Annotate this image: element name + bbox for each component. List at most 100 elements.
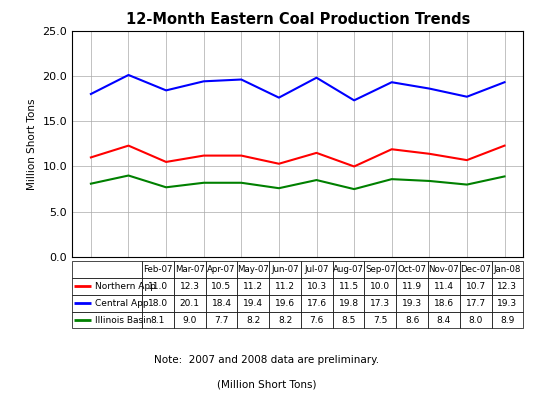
Text: 19.4: 19.4 — [244, 299, 263, 308]
Text: 20.1: 20.1 — [180, 299, 200, 308]
Bar — [364, 295, 396, 312]
Text: 18.0: 18.0 — [148, 299, 168, 308]
Text: Northern App: Northern App — [95, 282, 155, 291]
Text: 11.2: 11.2 — [275, 282, 295, 291]
Bar — [142, 278, 174, 295]
Bar — [72, 261, 142, 278]
Bar — [396, 278, 428, 295]
Bar — [72, 278, 142, 295]
Bar — [364, 261, 396, 278]
Text: 8.4: 8.4 — [437, 315, 451, 324]
Bar — [72, 312, 142, 328]
Text: 19.6: 19.6 — [275, 299, 295, 308]
Text: Aug-07: Aug-07 — [333, 265, 364, 274]
Text: May-07: May-07 — [237, 265, 269, 274]
Bar — [491, 278, 523, 295]
Text: 11.0: 11.0 — [148, 282, 168, 291]
Text: 10.3: 10.3 — [307, 282, 327, 291]
Text: 8.9: 8.9 — [500, 315, 515, 324]
Bar — [206, 261, 237, 278]
Bar — [460, 312, 491, 328]
Bar — [206, 295, 237, 312]
Bar — [491, 295, 523, 312]
Bar — [491, 261, 523, 278]
Bar — [460, 261, 491, 278]
Text: Note:  2007 and 2008 data are preliminary.: Note: 2007 and 2008 data are preliminary… — [154, 355, 380, 365]
Text: 17.6: 17.6 — [307, 299, 327, 308]
Text: 11.9: 11.9 — [402, 282, 422, 291]
Bar — [206, 312, 237, 328]
Bar — [142, 261, 174, 278]
Text: 7.5: 7.5 — [373, 315, 388, 324]
Bar — [364, 278, 396, 295]
Text: (Million Short Tons): (Million Short Tons) — [217, 379, 317, 390]
Bar — [142, 312, 174, 328]
Text: 8.2: 8.2 — [246, 315, 261, 324]
Text: 10.7: 10.7 — [466, 282, 486, 291]
Text: 8.6: 8.6 — [405, 315, 419, 324]
Text: 11.2: 11.2 — [244, 282, 263, 291]
Text: Central App: Central App — [95, 299, 148, 308]
Text: Apr-07: Apr-07 — [207, 265, 235, 274]
Title: 12-Month Eastern Coal Production Trends: 12-Month Eastern Coal Production Trends — [125, 12, 470, 27]
Bar — [174, 261, 206, 278]
Text: Mar-07: Mar-07 — [175, 265, 205, 274]
Bar — [237, 278, 269, 295]
Text: 17.7: 17.7 — [466, 299, 486, 308]
Bar — [396, 261, 428, 278]
Bar — [301, 312, 333, 328]
Text: Oct-07: Oct-07 — [398, 265, 427, 274]
Bar — [237, 312, 269, 328]
Bar — [428, 312, 460, 328]
Bar — [269, 278, 301, 295]
Bar — [460, 295, 491, 312]
Text: 10.5: 10.5 — [211, 282, 232, 291]
Text: 10.0: 10.0 — [370, 282, 390, 291]
Bar — [269, 261, 301, 278]
Text: Illinois Basin: Illinois Basin — [95, 315, 151, 324]
Text: 11.4: 11.4 — [434, 282, 454, 291]
Bar — [142, 295, 174, 312]
Bar — [491, 312, 523, 328]
Text: 8.2: 8.2 — [278, 315, 292, 324]
Text: 7.7: 7.7 — [214, 315, 229, 324]
Bar — [206, 278, 237, 295]
Bar — [333, 295, 364, 312]
Text: 19.3: 19.3 — [402, 299, 422, 308]
Text: Nov-07: Nov-07 — [428, 265, 459, 274]
Text: 12.3: 12.3 — [498, 282, 517, 291]
Bar — [396, 312, 428, 328]
Text: Sep-07: Sep-07 — [365, 265, 396, 274]
Bar — [396, 295, 428, 312]
Text: Dec-07: Dec-07 — [460, 265, 491, 274]
Text: 19.3: 19.3 — [497, 299, 517, 308]
Text: Jan-08: Jan-08 — [494, 265, 521, 274]
Text: 8.0: 8.0 — [468, 315, 483, 324]
Text: 19.8: 19.8 — [339, 299, 359, 308]
Text: 8.1: 8.1 — [151, 315, 165, 324]
Bar — [428, 278, 460, 295]
Bar — [269, 295, 301, 312]
Bar — [174, 278, 206, 295]
Text: 11.5: 11.5 — [339, 282, 359, 291]
Bar — [333, 278, 364, 295]
Bar — [428, 295, 460, 312]
Bar — [301, 295, 333, 312]
Text: 17.3: 17.3 — [370, 299, 390, 308]
Bar — [301, 261, 333, 278]
Y-axis label: Million Short Tons: Million Short Tons — [27, 98, 37, 190]
Bar — [301, 278, 333, 295]
Text: 9.0: 9.0 — [183, 315, 197, 324]
Text: Jul-07: Jul-07 — [304, 265, 329, 274]
Text: 18.6: 18.6 — [434, 299, 454, 308]
Bar — [72, 295, 142, 312]
Text: 12.3: 12.3 — [180, 282, 200, 291]
Text: 7.6: 7.6 — [310, 315, 324, 324]
Bar — [174, 312, 206, 328]
Bar — [428, 261, 460, 278]
Text: 8.5: 8.5 — [341, 315, 356, 324]
Bar — [364, 312, 396, 328]
Bar — [269, 312, 301, 328]
Text: Feb-07: Feb-07 — [143, 265, 172, 274]
Text: 18.4: 18.4 — [211, 299, 231, 308]
